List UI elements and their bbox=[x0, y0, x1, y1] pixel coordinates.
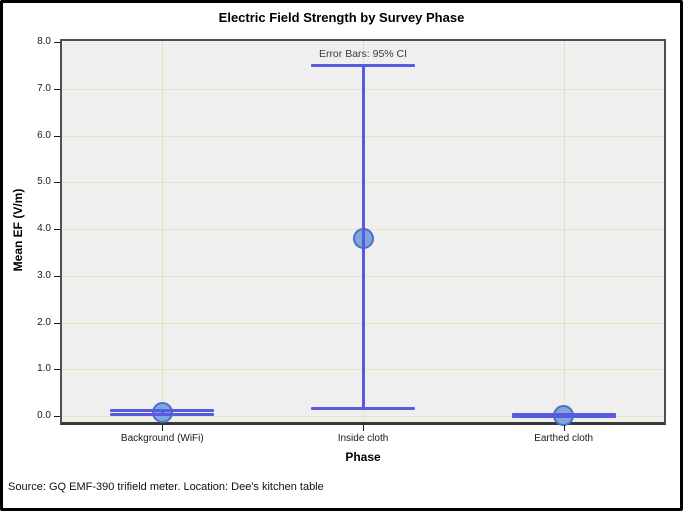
y-tick-label: 0.0 bbox=[37, 410, 51, 421]
y-tick-mark bbox=[54, 416, 60, 417]
error-bar-cap-lower bbox=[511, 414, 616, 418]
source-note: Source: GQ EMF-390 trifield meter. Locat… bbox=[8, 481, 324, 493]
x-category-label: Earthed cloth bbox=[534, 433, 594, 444]
y-tick-label: 7.0 bbox=[37, 82, 51, 94]
x-tick-mark bbox=[563, 425, 565, 431]
error-bar-cap-lower bbox=[110, 413, 215, 417]
y-tick-mark bbox=[54, 42, 60, 43]
y-tick-mark bbox=[54, 322, 60, 324]
x-axis-title: Phase bbox=[345, 450, 381, 464]
y-tick-label: 5.0 bbox=[37, 176, 51, 188]
chart-title: Electric Field Strength by Survey Phase bbox=[218, 10, 465, 25]
y-tick-label: 3.0 bbox=[37, 269, 51, 281]
error-bars-note: Error Bars: 95% CI bbox=[318, 48, 408, 60]
error-bar-cap-upper bbox=[311, 63, 415, 67]
error-bar-line bbox=[361, 65, 365, 409]
error-bar-line bbox=[160, 410, 164, 415]
y-tick-mark bbox=[54, 182, 60, 184]
y-tick-mark bbox=[54, 88, 60, 90]
plot-area: Error Bars: 95% CI bbox=[60, 39, 666, 426]
y-tick-mark bbox=[54, 369, 60, 371]
v-gridline bbox=[162, 41, 163, 422]
y-tick-mark bbox=[54, 135, 60, 137]
error-bar-cap-upper bbox=[511, 412, 616, 416]
plot-inner: Error Bars: 95% CI bbox=[62, 41, 664, 426]
y-tick-label: 2.0 bbox=[37, 316, 51, 328]
x-category-label: Background (WiFi) bbox=[120, 433, 204, 444]
y-tick-mark bbox=[54, 229, 60, 230]
y-tick-label: 1.0 bbox=[37, 363, 51, 375]
x-category-label: Inside cloth bbox=[337, 433, 389, 444]
x-tick-mark bbox=[162, 425, 164, 431]
y-tick-label: 6.0 bbox=[37, 129, 51, 141]
v-gridline bbox=[564, 41, 565, 422]
y-tick-mark bbox=[54, 275, 60, 277]
error-bar-cap-upper bbox=[110, 408, 215, 412]
x-tick-mark bbox=[363, 425, 364, 431]
y-tick-label: 4.0 bbox=[37, 223, 51, 234]
y-tick-label: 8.0 bbox=[37, 36, 51, 47]
error-bar-cap-lower bbox=[311, 407, 415, 411]
